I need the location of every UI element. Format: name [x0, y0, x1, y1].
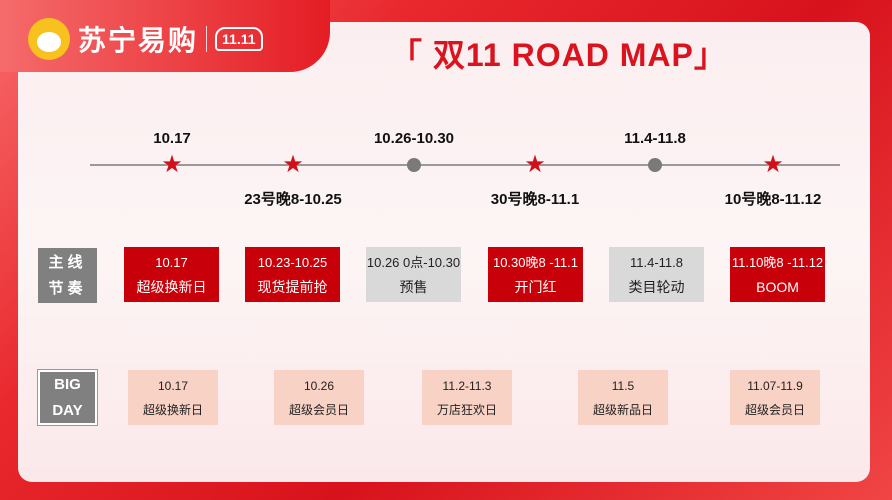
- double11-badge: 11.11: [215, 27, 263, 51]
- bigday-box: 11.5 超级新品日: [578, 370, 668, 425]
- mainline-box: 11.10晚8 -11.12 BOOM: [730, 247, 825, 302]
- box-date: 10.26: [303, 378, 335, 393]
- box-date: 11.10晚8 -11.12: [731, 254, 824, 270]
- mainline-label: 主线 节奏: [38, 248, 97, 303]
- mainline-box: 10.17 超级换新日: [124, 247, 219, 302]
- dot-icon: [648, 158, 662, 172]
- timeline-label: 11.4-11.8: [624, 130, 686, 147]
- timeline-line: [90, 164, 840, 166]
- box-date: 10.26 0点-10.30: [366, 254, 461, 270]
- box-date: 11.4-11.8: [629, 254, 683, 270]
- brand-name: 苏宁易购: [78, 25, 199, 56]
- bigday-box: 11.07-11.9 超级会员日: [730, 370, 820, 425]
- timeline-label: 10.26-10.30: [373, 130, 455, 147]
- bigday-box: 10.26 超级会员日: [274, 370, 364, 425]
- label-line1: BIG: [54, 375, 81, 393]
- box-name: 超级新品日: [592, 402, 653, 417]
- box-name: 超级换新日: [142, 402, 203, 417]
- box-name: 类目轮动: [628, 278, 685, 295]
- mainline-box: 10.26 0点-10.30 预售: [366, 247, 461, 302]
- timeline-label: 10.17: [153, 130, 191, 147]
- star-icon: ★: [762, 151, 784, 178]
- box-name: 万店狂欢日: [436, 402, 497, 417]
- box-date: 10.17: [157, 378, 189, 393]
- label-line2: 节奏: [48, 279, 87, 297]
- box-date: 10.30晚8 -11.1: [492, 254, 579, 270]
- box-name: 开门红: [514, 278, 557, 295]
- star-icon: ★: [282, 151, 304, 178]
- bigday-box: 10.17 超级换新日: [128, 370, 218, 425]
- logo: 苏宁易购 11.11: [28, 18, 263, 60]
- box-date: 11.2-11.3: [442, 378, 492, 393]
- divider: [206, 26, 208, 52]
- box-name: 现货提前抢: [257, 278, 328, 295]
- box-date: 10.17: [155, 254, 188, 270]
- box-name: 预售: [399, 278, 428, 295]
- mainline-box: 11.4-11.8 类目轮动: [609, 247, 704, 302]
- label-line2: DAY: [52, 401, 83, 419]
- mainline-box: 10.23-10.25 现货提前抢: [245, 247, 340, 302]
- star-icon: ★: [524, 151, 546, 178]
- box-name: 超级会员日: [288, 402, 349, 417]
- timeline-label: 30号晚8-11.1: [490, 191, 580, 208]
- box-date: 11.5: [611, 378, 635, 393]
- box-date: 11.07-11.9: [747, 378, 803, 393]
- star-icon: ★: [161, 151, 183, 178]
- box-name: 超级会员日: [744, 402, 805, 417]
- bigday-label: BIG DAY: [37, 369, 98, 426]
- dot-icon: [407, 158, 421, 172]
- label-line1: 主线: [48, 253, 87, 271]
- box-name: 超级换新日: [136, 278, 207, 295]
- page-title: 「 双11 ROAD MAP」: [390, 37, 727, 73]
- lion-mascot-icon: [28, 18, 70, 60]
- timeline-label: 10号晚8-11.12: [724, 191, 822, 208]
- mainline-box: 10.30晚8 -11.1 开门红: [488, 247, 583, 302]
- bigday-box: 11.2-11.3 万店狂欢日: [422, 370, 512, 425]
- box-name: BOOM: [756, 278, 799, 295]
- timeline-label: 23号晚8-10.25: [244, 191, 342, 208]
- box-date: 10.23-10.25: [257, 254, 328, 270]
